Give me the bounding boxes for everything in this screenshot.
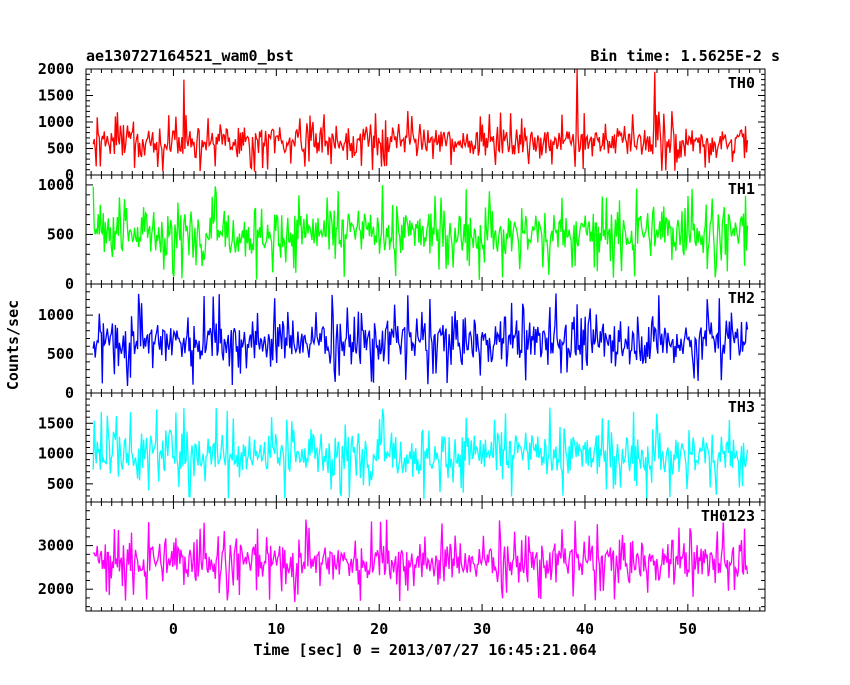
x-tick-label: 20: [370, 620, 388, 638]
series-line-th0: [92, 68, 749, 172]
x-tick-label: 0: [169, 620, 178, 638]
x-tick-label: 50: [679, 620, 697, 638]
y-tick-label: 0: [65, 275, 74, 293]
panel-frame: [85, 501, 766, 612]
y-tick-label: 1500: [38, 87, 74, 105]
y-tick-label: 3000: [38, 537, 74, 555]
y-tick-label: 500: [47, 225, 74, 243]
x-tick-label: 30: [473, 620, 491, 638]
y-tick-label: 0: [65, 384, 74, 402]
series-line-th1: [92, 185, 749, 280]
y-tick-label: 1000: [38, 306, 74, 324]
y-tick-label: 2000: [38, 60, 74, 78]
y-tick-label: 1000: [38, 113, 74, 131]
plot-title-right: Bin time: 1.5625E-2 s: [590, 47, 780, 65]
series-line-th3: [92, 407, 749, 500]
series-line-th2: [92, 293, 749, 387]
series-line-th0123: [93, 518, 749, 603]
y-tick-label: 1000: [38, 176, 74, 194]
y-tick-label: 2000: [38, 580, 74, 598]
panel-name-label: TH0: [728, 74, 755, 92]
panel-th2: 0 500 1000 TH2: [38, 283, 766, 402]
y-tick-label: 500: [47, 140, 74, 158]
panel-name-label: TH3: [728, 398, 755, 416]
y-tick-label: 500: [47, 345, 74, 363]
y-tick-label: 1500: [38, 414, 74, 432]
x-axis-label: Time [sec] 0 = 2013/07/27 16:45:21.064: [253, 641, 596, 659]
panel-th1: 0 500 1000 TH1: [38, 174, 766, 293]
panel-th0123: 2000 3000 TH0123: [38, 501, 766, 612]
plot-title-left: ae130727164521_wam0_bst: [86, 47, 294, 65]
y-tick-label: 0: [65, 166, 74, 184]
panel-th3: 500 1000 1500 TH3: [38, 392, 766, 503]
panel-name-label: TH2: [728, 289, 755, 307]
panel-th0: 0 500 1000 1500 2000 TH0: [38, 60, 766, 184]
x-tick-label: 10: [267, 620, 285, 638]
panel-name-label: TH0123: [701, 507, 755, 525]
y-tick-label: 500: [47, 475, 74, 493]
x-tick-label: 40: [576, 620, 594, 638]
panel-name-label: TH1: [728, 180, 755, 198]
y-tick-label: 1000: [38, 445, 74, 463]
y-axis-label: Counts/sec: [4, 300, 22, 390]
